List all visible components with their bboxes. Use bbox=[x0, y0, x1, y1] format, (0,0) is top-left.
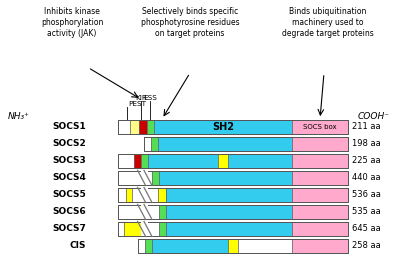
Bar bbox=[228, 239, 238, 253]
Bar bbox=[158, 188, 166, 202]
Bar bbox=[145, 239, 152, 253]
Bar bbox=[118, 120, 348, 134]
Bar bbox=[228, 154, 292, 168]
Text: SOCS6: SOCS6 bbox=[52, 207, 86, 217]
Bar bbox=[166, 188, 292, 202]
Bar bbox=[130, 120, 139, 134]
Text: SH2: SH2 bbox=[212, 122, 234, 132]
Text: NH₃⁺: NH₃⁺ bbox=[8, 112, 30, 121]
Text: SOCS5: SOCS5 bbox=[52, 190, 86, 200]
Bar bbox=[118, 188, 126, 202]
Bar bbox=[151, 137, 158, 151]
Bar bbox=[292, 171, 348, 185]
Bar bbox=[292, 239, 348, 253]
Bar bbox=[152, 239, 228, 253]
Bar bbox=[118, 120, 130, 134]
Text: KIR: KIR bbox=[135, 95, 147, 101]
Bar bbox=[118, 205, 348, 219]
Bar bbox=[118, 205, 159, 219]
Bar bbox=[292, 222, 348, 236]
Text: SOCS box: SOCS box bbox=[303, 124, 337, 130]
Text: 225 aa: 225 aa bbox=[352, 156, 381, 166]
Bar bbox=[118, 222, 348, 236]
Bar bbox=[154, 120, 292, 134]
Text: COOH⁻: COOH⁻ bbox=[358, 112, 390, 121]
Bar bbox=[139, 120, 147, 134]
Bar bbox=[141, 188, 148, 202]
Bar bbox=[118, 188, 348, 202]
Bar bbox=[141, 205, 148, 219]
Text: SOCS3: SOCS3 bbox=[52, 156, 86, 166]
Bar bbox=[152, 171, 159, 185]
Bar bbox=[118, 154, 348, 168]
Text: SOCS4: SOCS4 bbox=[52, 173, 86, 183]
Text: Inhibits kinase
phosphorylation
activity (JAK): Inhibits kinase phosphorylation activity… bbox=[41, 7, 103, 38]
Text: Binds ubiquitination
machinery used to
degrade target proteins: Binds ubiquitination machinery used to d… bbox=[282, 7, 374, 38]
Bar bbox=[166, 222, 292, 236]
Text: PEST: PEST bbox=[128, 102, 146, 107]
Text: Selectively binds specific
phosphotyrosine residues
on target proteins: Selectively binds specific phosphotyrosi… bbox=[141, 7, 239, 38]
Bar bbox=[118, 222, 124, 236]
Text: SOCS1: SOCS1 bbox=[52, 122, 86, 131]
Text: 258 aa: 258 aa bbox=[352, 241, 381, 251]
Bar bbox=[159, 222, 166, 236]
Bar bbox=[132, 188, 158, 202]
Text: CIS: CIS bbox=[70, 241, 86, 251]
Text: 536 aa: 536 aa bbox=[352, 190, 381, 200]
Bar bbox=[218, 154, 228, 168]
Bar bbox=[292, 188, 348, 202]
Bar bbox=[118, 171, 348, 185]
Bar bbox=[141, 222, 148, 236]
Text: SOCS2: SOCS2 bbox=[52, 139, 86, 148]
Bar bbox=[148, 154, 218, 168]
Text: 535 aa: 535 aa bbox=[352, 207, 381, 217]
Bar bbox=[158, 137, 292, 151]
Bar bbox=[159, 171, 292, 185]
Text: 440 aa: 440 aa bbox=[352, 173, 381, 183]
Text: SOCS7: SOCS7 bbox=[52, 224, 86, 234]
Bar bbox=[141, 154, 148, 168]
Bar bbox=[138, 239, 348, 253]
Bar bbox=[126, 188, 132, 202]
Bar bbox=[141, 171, 148, 185]
Bar bbox=[292, 137, 348, 151]
Bar bbox=[238, 239, 292, 253]
Bar bbox=[144, 222, 159, 236]
Bar bbox=[292, 120, 348, 134]
Bar bbox=[292, 205, 348, 219]
Text: ESS: ESS bbox=[144, 95, 157, 101]
Bar bbox=[124, 222, 144, 236]
Text: 198 aa: 198 aa bbox=[352, 139, 381, 148]
Bar bbox=[138, 239, 145, 253]
Text: 645 aa: 645 aa bbox=[352, 224, 381, 234]
Bar bbox=[144, 137, 151, 151]
Bar bbox=[147, 120, 154, 134]
Bar bbox=[292, 154, 348, 168]
Bar bbox=[144, 137, 348, 151]
Text: 211 aa: 211 aa bbox=[352, 122, 381, 131]
Bar bbox=[118, 171, 152, 185]
Bar bbox=[134, 154, 141, 168]
Bar bbox=[166, 205, 292, 219]
Bar bbox=[118, 154, 134, 168]
Bar bbox=[159, 205, 166, 219]
